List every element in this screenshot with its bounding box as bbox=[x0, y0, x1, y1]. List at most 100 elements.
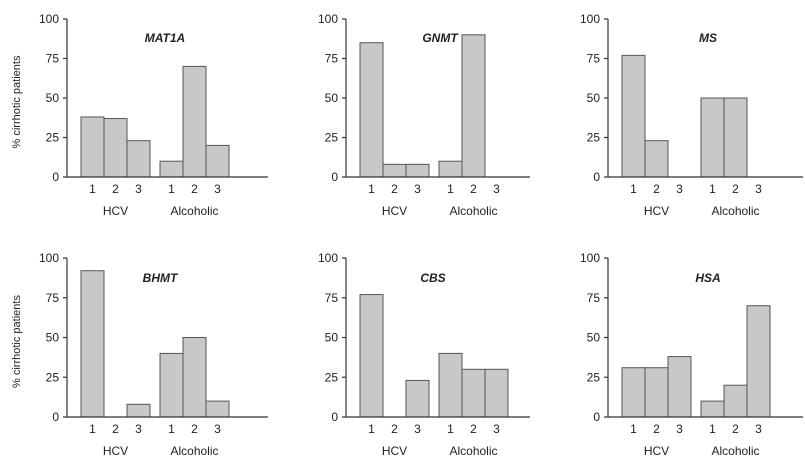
x-tick-label: 1 bbox=[89, 182, 96, 196]
x-tick-label: 2 bbox=[732, 422, 739, 436]
x-tick-label: 3 bbox=[755, 422, 762, 436]
bar bbox=[183, 66, 206, 177]
y-tick-label: 75 bbox=[325, 52, 339, 66]
x-tick-label: 3 bbox=[214, 422, 221, 436]
y-tick-label: 75 bbox=[46, 291, 60, 305]
group-label: HCV bbox=[103, 444, 128, 458]
y-tick-label: 100 bbox=[39, 12, 59, 26]
y-tick-label: 75 bbox=[46, 52, 60, 66]
x-tick-label: 2 bbox=[191, 422, 198, 436]
y-tick-label: 25 bbox=[325, 131, 339, 145]
bar bbox=[360, 43, 383, 177]
x-tick-label: 1 bbox=[168, 182, 175, 196]
bar bbox=[645, 368, 668, 417]
bar bbox=[622, 368, 645, 417]
y-tick-label: 50 bbox=[325, 331, 339, 345]
x-tick-label: 3 bbox=[214, 182, 221, 196]
group-label: HCV bbox=[644, 204, 669, 218]
bar bbox=[439, 353, 462, 417]
bar bbox=[160, 353, 183, 417]
y-tick-label: 25 bbox=[46, 370, 60, 384]
panel-title: MS bbox=[699, 31, 717, 45]
y-tick-label: 75 bbox=[587, 52, 601, 66]
y-axis-label: % cirrhotic patients bbox=[11, 55, 23, 148]
bar bbox=[383, 164, 406, 177]
bar bbox=[462, 35, 485, 177]
x-tick-label: 2 bbox=[653, 422, 660, 436]
x-tick-label: 3 bbox=[493, 422, 500, 436]
x-tick-label: 2 bbox=[112, 422, 119, 436]
bar bbox=[360, 295, 383, 417]
x-tick-label: 2 bbox=[391, 422, 398, 436]
bar bbox=[406, 164, 429, 177]
bar bbox=[724, 385, 747, 417]
x-tick-label: 2 bbox=[470, 422, 477, 436]
y-tick-label: 0 bbox=[331, 410, 338, 424]
x-tick-label: 1 bbox=[630, 182, 637, 196]
bar bbox=[668, 357, 691, 417]
x-tick-label: 2 bbox=[470, 182, 477, 196]
x-tick-label: 1 bbox=[368, 182, 375, 196]
group-label: Alcoholic bbox=[711, 444, 759, 458]
x-tick-label: 1 bbox=[709, 182, 716, 196]
x-tick-label: 1 bbox=[447, 182, 454, 196]
y-tick-label: 50 bbox=[587, 91, 601, 105]
x-tick-label: 1 bbox=[630, 422, 637, 436]
x-tick-label: 3 bbox=[676, 422, 683, 436]
group-label: Alcoholic bbox=[711, 204, 759, 218]
y-tick-label: 25 bbox=[325, 370, 339, 384]
x-tick-label: 1 bbox=[447, 422, 454, 436]
group-label: HCV bbox=[103, 204, 128, 218]
x-tick-label: 2 bbox=[653, 182, 660, 196]
y-tick-label: 75 bbox=[587, 291, 601, 305]
y-tick-label: 25 bbox=[46, 131, 60, 145]
x-tick-label: 3 bbox=[135, 422, 142, 436]
x-tick-label: 2 bbox=[732, 182, 739, 196]
x-tick-label: 3 bbox=[755, 182, 762, 196]
y-tick-label: 100 bbox=[580, 12, 600, 26]
x-tick-label: 3 bbox=[493, 182, 500, 196]
bar bbox=[127, 141, 150, 177]
group-label: Alcoholic bbox=[449, 444, 497, 458]
bar bbox=[622, 55, 645, 177]
y-tick-label: 100 bbox=[39, 251, 59, 265]
group-label: HCV bbox=[382, 204, 407, 218]
x-tick-label: 3 bbox=[135, 182, 142, 196]
bar bbox=[439, 161, 462, 177]
group-label: Alcoholic bbox=[170, 444, 218, 458]
x-tick-label: 3 bbox=[676, 182, 683, 196]
x-tick-label: 2 bbox=[112, 182, 119, 196]
bar bbox=[183, 338, 206, 418]
y-tick-label: 50 bbox=[46, 331, 60, 345]
y-tick-label: 0 bbox=[52, 410, 59, 424]
panel-title: BHMT bbox=[143, 271, 179, 285]
y-tick-label: 100 bbox=[318, 12, 338, 26]
x-tick-label: 2 bbox=[391, 182, 398, 196]
group-label: Alcoholic bbox=[449, 204, 497, 218]
y-tick-label: 100 bbox=[580, 251, 600, 265]
y-tick-label: 50 bbox=[325, 91, 339, 105]
bar bbox=[160, 161, 183, 177]
x-tick-label: 3 bbox=[414, 422, 421, 436]
panel-title: CBS bbox=[420, 271, 445, 285]
y-tick-label: 100 bbox=[318, 251, 338, 265]
bar bbox=[747, 306, 770, 417]
y-tick-label: 0 bbox=[331, 170, 338, 184]
bar bbox=[701, 401, 724, 417]
y-tick-label: 50 bbox=[46, 91, 60, 105]
y-tick-label: 75 bbox=[325, 291, 339, 305]
bar bbox=[485, 369, 508, 417]
y-tick-label: 25 bbox=[587, 370, 601, 384]
y-tick-label: 0 bbox=[52, 170, 59, 184]
bar bbox=[81, 271, 104, 417]
group-label: Alcoholic bbox=[170, 204, 218, 218]
x-tick-label: 1 bbox=[709, 422, 716, 436]
group-label: HCV bbox=[382, 444, 407, 458]
x-tick-label: 2 bbox=[191, 182, 198, 196]
y-tick-label: 0 bbox=[593, 170, 600, 184]
y-tick-label: 25 bbox=[587, 131, 601, 145]
panel-title: HSA bbox=[695, 271, 720, 285]
bar bbox=[206, 401, 229, 417]
x-tick-label: 1 bbox=[168, 422, 175, 436]
